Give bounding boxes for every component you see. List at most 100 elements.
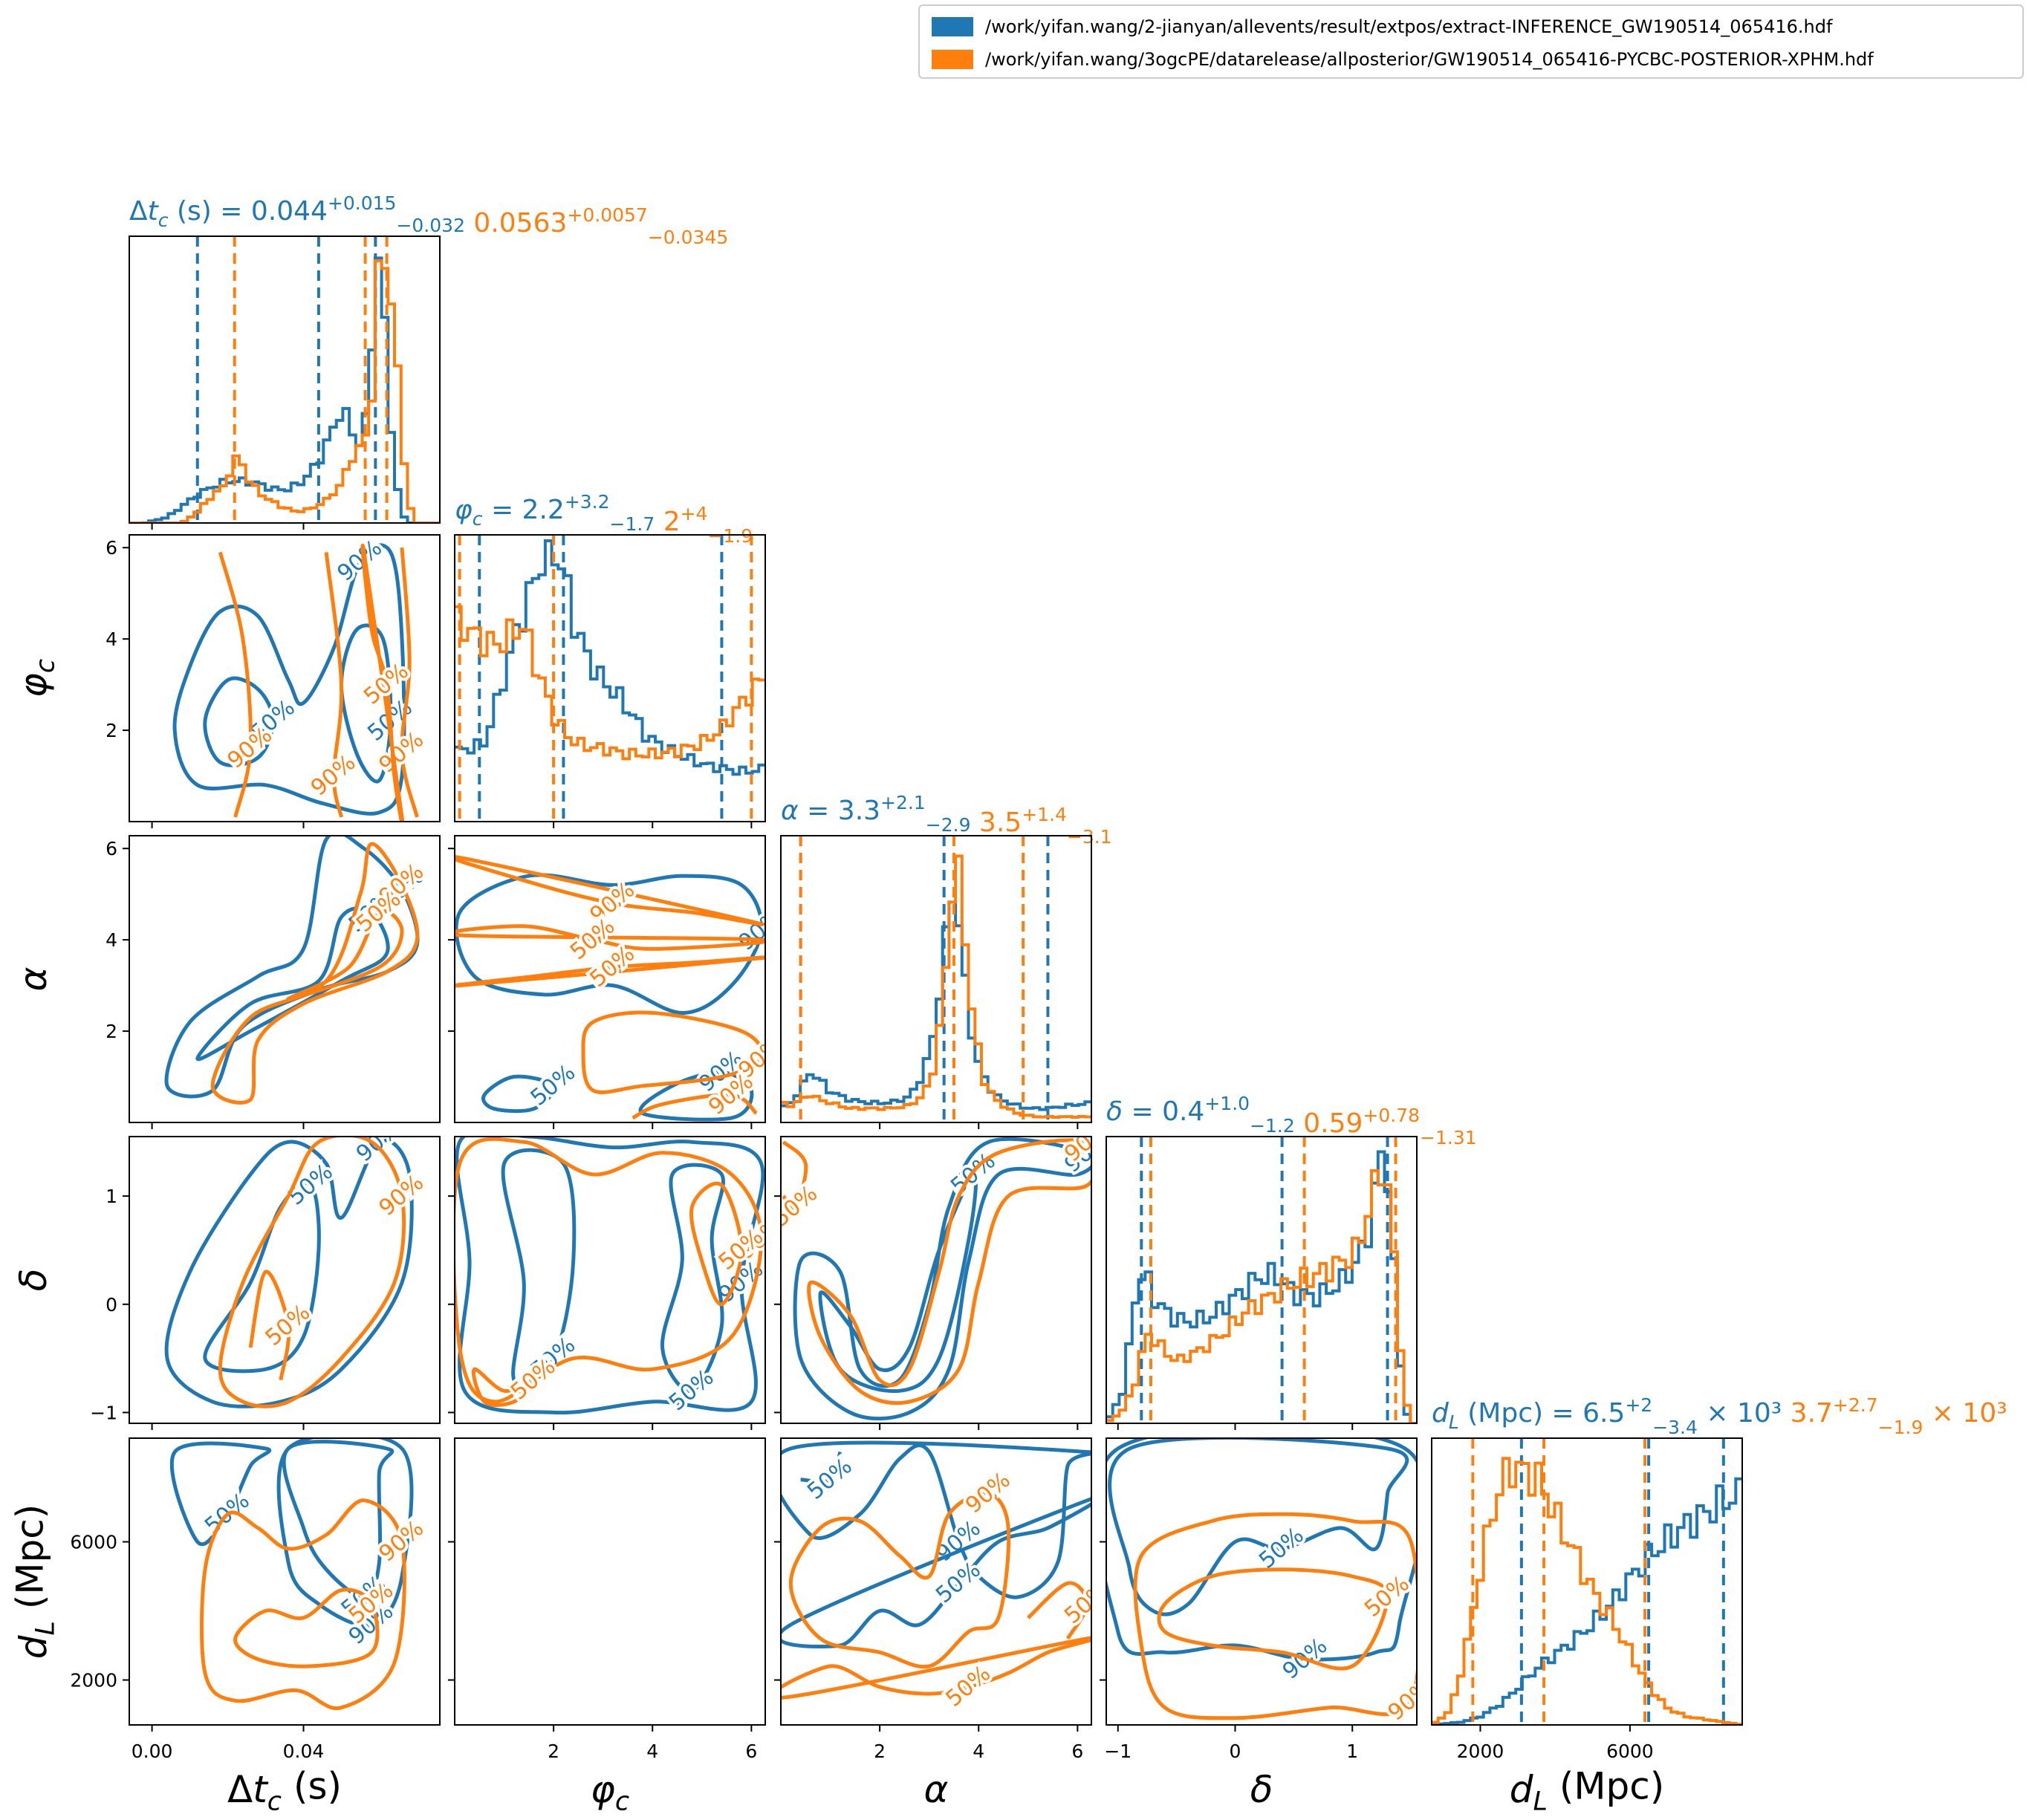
panel-frame [780, 835, 1092, 1123]
panel-frame [129, 1136, 441, 1424]
contour-b-2 [1027, 1581, 1090, 1640]
panel-title-alpha: α = 3.3+2.1−2.9 3.5+1.4−3.1 [781, 792, 1112, 848]
contour-b-0 [788, 1491, 1011, 1669]
contour-b-0 [1133, 1512, 1417, 1720]
contour-b-3 [360, 543, 405, 822]
contours-b: 90%50% [210, 842, 432, 1105]
histogram-step-a [455, 539, 765, 776]
panel-delta-vs-phic: 90%50%50%90%50%50% [448, 1136, 766, 1430]
panel-frame [129, 835, 441, 1123]
contour-b-0 [455, 854, 764, 926]
contour-a-0 [793, 1137, 1091, 1421]
contour-label: 90% [1383, 1674, 1438, 1726]
contour-a-1 [818, 1172, 978, 1394]
contour-b-0 [200, 1498, 406, 1711]
panel-frame [454, 835, 766, 1123]
histogram-a-dl [1432, 1438, 1742, 1725]
panel-frame [454, 1136, 766, 1424]
contour-b-1 [233, 1587, 380, 1668]
contour-label: 90% [351, 1116, 406, 1168]
contour-b-4 [632, 1093, 758, 1120]
contour-a-1 [195, 906, 390, 1062]
panel-delta-vs-delta: δ = 0.4+1.0−1.2 0.59+0.78−1.31 [1106, 1093, 1477, 1430]
contours-a: 50%90% [1106, 1438, 1417, 1688]
y-axis-label-dl: dL (Mpc) [9, 1504, 61, 1660]
contour-a-1 [282, 1440, 395, 1599]
histogram-a-alpha [781, 836, 1091, 1122]
histogram-b-dtc [129, 236, 440, 523]
contour-a-1 [1106, 1438, 1417, 1662]
panel-frame [129, 1437, 441, 1726]
contour-b-2 [689, 1181, 744, 1307]
panel-phic-vs-phic: φc = 2.2+3.2−1.7 2+4−1.9 [454, 491, 766, 828]
x-tick-label: −1 [1104, 1741, 1132, 1762]
histogram-step-b [129, 259, 440, 523]
panel-frame [780, 1136, 1092, 1424]
contour-a-1 [203, 1181, 321, 1374]
panel-alpha-vs-dtc: 90%50%90%50% 2 4 6 [105, 835, 441, 1129]
contour-b-0 [218, 551, 253, 818]
y-axis-label-alpha: α [12, 966, 55, 991]
legend-entry-run-a: /work/yifan.wang/2-jianyan/allevents/res… [932, 12, 1832, 42]
histogram-step-b [1432, 1457, 1742, 1725]
y-tick-label: 1 [105, 1186, 117, 1207]
contour-b-1 [781, 1636, 1091, 1700]
y-axis-label-phic: φc [12, 659, 61, 698]
histogram-step-b [455, 605, 765, 761]
contour-label: 50% [768, 1180, 823, 1232]
contour-a-0 [172, 543, 406, 816]
y-tick-label: 4 [105, 929, 117, 951]
contour-label: 50% [931, 1557, 986, 1609]
histogram-step-a [129, 256, 440, 523]
y-tick-label: 6000 [70, 1532, 117, 1553]
contours-a: 90%50%50% [455, 1137, 765, 1419]
contour-a-0 [169, 1441, 272, 1546]
legend-entry-run-b: /work/yifan.wang/3ogcPE/datarelease/allp… [932, 45, 1874, 74]
x-tick-label: 6 [1071, 1741, 1083, 1762]
x-tick-label: 1 [1346, 1741, 1358, 1762]
histogram-b-delta [1106, 1137, 1417, 1423]
contour-a-2 [800, 1451, 843, 1484]
contour-b-2 [455, 955, 765, 988]
histogram-step-a [781, 900, 1091, 1111]
panel-delta-vs-dtc: 90%50% 90%50%−101 [90, 1116, 441, 1430]
panel-title-dtc: Δtc (s) = 0.044+0.015−0.032 0.0563+0.005… [129, 192, 728, 248]
legend: /work/yifan.wang/2-jianyan/allevents/res… [918, 4, 2024, 79]
x-axis-label-dtc: Δtc (s) [227, 1765, 342, 1817]
histogram-step-a [1432, 1477, 1742, 1725]
contour-b-1 [286, 909, 404, 1001]
x-axis-label-dl: dL (Mpc) [1510, 1765, 1665, 1817]
x-tick-label: 0 [1230, 1741, 1241, 1762]
x-tick-label: 2 [874, 1741, 886, 1762]
contour-label: 90% [961, 1467, 1016, 1519]
y-tick-label: 2000 [70, 1670, 117, 1691]
panel-alpha-vs-alpha: α = 3.3+2.1−2.9 3.5+1.4−3.1 [780, 792, 1112, 1129]
contours-a: 90%50% [164, 836, 432, 1099]
legend-label-run-a: /work/yifan.wang/2-jianyan/allevents/res… [985, 16, 1833, 37]
panel-title-phic: φc = 2.2+3.2−1.7 2+4−1.9 [455, 491, 753, 547]
x-axis-label-alpha: α [924, 1768, 949, 1811]
contour-b-0 [807, 1138, 1091, 1405]
histogram-b-dl [1432, 1438, 1742, 1725]
x-tick-label: 6000 [1606, 1741, 1654, 1762]
panel-title-dl: dL (Mpc) = 6.5+2−3.4 × 10³ 3.7+2.7−1.9 ×… [1432, 1394, 2007, 1438]
y-tick-label: −1 [90, 1402, 117, 1423]
y-tick-label: 2 [105, 1021, 117, 1042]
contour-label: 90% [374, 1515, 429, 1567]
x-axis-label-phic: φc [591, 1768, 629, 1817]
panel-frame [780, 1437, 1092, 1726]
contour-b-3 [581, 1010, 764, 1094]
contour-label: 50% [802, 1453, 857, 1505]
panel-frame [129, 235, 441, 524]
contour-a-1 [203, 676, 276, 767]
x-tick-label: 2 [548, 1741, 559, 1762]
panel-frame [1431, 1437, 1743, 1726]
panel-frame [129, 534, 441, 822]
histogram-step-b [781, 854, 1091, 1119]
contour-a-0 [455, 1137, 765, 1415]
x-tick-label: 2000 [1457, 1741, 1504, 1762]
x-axis-label-delta: δ [1250, 1768, 1273, 1811]
x-tick-label: 6 [745, 1741, 757, 1762]
legend-swatch-run-b [932, 50, 973, 69]
